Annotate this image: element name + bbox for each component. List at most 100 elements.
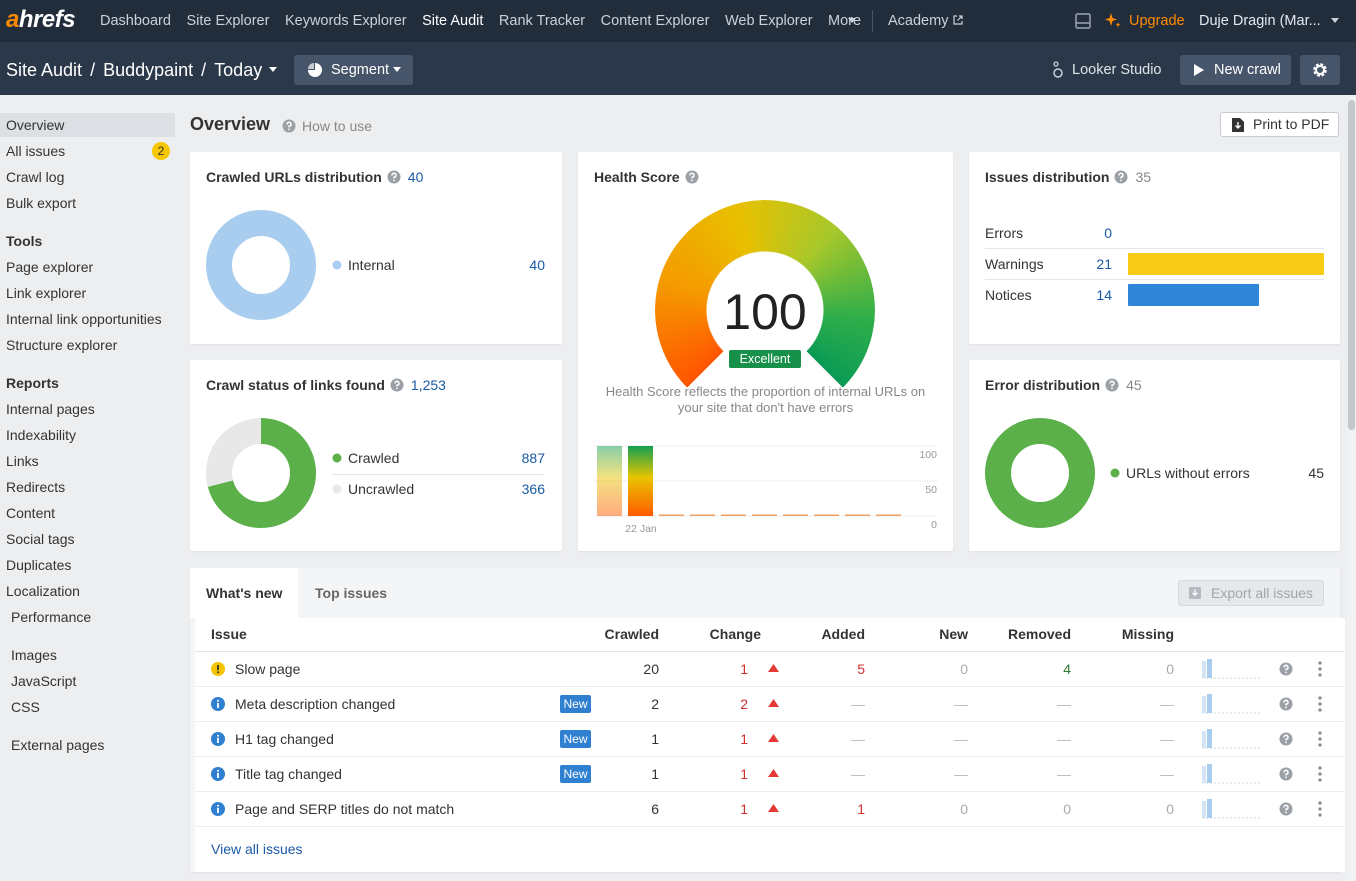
row-menu: [1318, 696, 1322, 712]
tab[interactable]: What's new: [206, 585, 283, 601]
sidebar-item[interactable]: Indexability: [6, 427, 77, 443]
issue-type[interactable]: Notices: [985, 287, 1032, 303]
sidebar-item[interactable]: Content: [6, 505, 56, 521]
nav-item[interactable]: Site Audit: [422, 13, 484, 29]
sidebar-item[interactable]: CSS: [11, 699, 40, 715]
nav-item[interactable]: Rank Tracker: [498, 13, 586, 29]
issue-cell: —: [1160, 696, 1174, 712]
sidebar-item[interactable]: Images: [11, 647, 57, 663]
health-badge: Excellent: [729, 350, 801, 368]
nav-upgrade[interactable]: Upgrade: [1129, 13, 1185, 29]
column-header: New: [939, 626, 968, 642]
nav-item[interactable]: Site Explorer: [186, 13, 270, 29]
card-title: Error distribution: [985, 377, 1101, 393]
warning-icon: [211, 662, 225, 676]
breadcrumb[interactable]: Site Audit: [6, 59, 83, 80]
scrollbar-track: [1347, 95, 1356, 881]
menu-dot: [1318, 731, 1322, 735]
looker-dot: [1053, 61, 1059, 67]
breadcrumb[interactable]: Buddypaint: [103, 59, 194, 80]
breadcrumb[interactable]: Today: [214, 59, 263, 80]
nav-item[interactable]: More: [828, 13, 862, 29]
issue-name[interactable]: Title tag changed: [235, 766, 342, 782]
card-total[interactable]: 45: [1126, 377, 1142, 393]
sidebar-item[interactable]: Links: [6, 453, 39, 469]
sidebar-item[interactable]: Social tags: [6, 531, 75, 547]
issue-name[interactable]: H1 tag changed: [235, 731, 334, 747]
sparkline-bar: [1202, 766, 1206, 783]
sidebar-item[interactable]: Link explorer: [6, 285, 87, 301]
sparkline-bar: [1202, 801, 1206, 818]
issue-cell: 1: [740, 731, 748, 747]
sidebar-item[interactable]: JavaScript: [11, 673, 77, 689]
sidebar-item[interactable]: Overview: [6, 117, 65, 133]
card-total[interactable]: 1,253: [410, 377, 446, 393]
print-label[interactable]: Print to PDF: [1253, 116, 1330, 132]
legend-swatch: [332, 453, 342, 463]
issue-cell: —: [1057, 731, 1071, 747]
new-crawl-label[interactable]: New crawl: [1214, 62, 1281, 78]
issue-cell: —: [954, 696, 968, 712]
issue-type[interactable]: Warnings: [985, 256, 1044, 272]
help-glyph: [1109, 380, 1115, 387]
sidebar-heading: Reports: [6, 375, 59, 391]
help-glyph: [391, 172, 397, 179]
donut-chart: [985, 418, 1095, 528]
segment-label[interactable]: Segment: [331, 62, 390, 78]
menu-dot: [1318, 766, 1322, 770]
help-glyph: [1118, 172, 1125, 179]
sidebar-item[interactable]: Crawl log: [6, 169, 65, 185]
donut-segment: [985, 418, 1095, 528]
sparkline-bar: [1207, 729, 1212, 748]
issue-type[interactable]: Errors: [985, 225, 1024, 241]
top-nav: [0, 0, 1356, 42]
looker-studio[interactable]: Looker Studio: [1072, 62, 1162, 78]
play-icon: [1194, 64, 1204, 76]
help-icon: [1114, 170, 1128, 184]
info-dot: [217, 769, 219, 772]
sidebar-item[interactable]: Page explorer: [6, 259, 94, 275]
issue-name[interactable]: Slow page: [235, 661, 301, 677]
tab[interactable]: Top issues: [315, 585, 388, 601]
nav-item[interactable]: Content Explorer: [600, 13, 710, 29]
nav-item[interactable]: Web Explorer: [724, 13, 813, 29]
menu-dot: [1318, 807, 1322, 811]
sidebar-item[interactable]: Structure explorer: [6, 337, 118, 353]
sidebar-item[interactable]: Duplicates: [6, 557, 72, 573]
issue-cell: 20: [643, 661, 659, 677]
help-glyph: [1283, 734, 1289, 741]
sidebar-item[interactable]: Performance: [11, 609, 92, 625]
export-label[interactable]: Export all issues: [1211, 585, 1313, 601]
issue-cell: 0: [1166, 801, 1174, 817]
help-icon: [1279, 802, 1293, 816]
sidebar-item[interactable]: Redirects: [6, 479, 66, 495]
issue-cell: 1: [740, 801, 748, 817]
issue-name[interactable]: Meta description changed: [235, 696, 396, 712]
export-button[interactable]: [1178, 580, 1324, 606]
up-triangle: [768, 664, 779, 672]
issue-name[interactable]: Page and SERP titles do not match: [235, 801, 455, 817]
view-all-issues[interactable]: View all issues: [211, 841, 303, 857]
sidebar-item[interactable]: Internal pages: [6, 401, 95, 417]
how-to-use[interactable]: How to use: [302, 118, 373, 134]
legend-dot: [332, 453, 342, 463]
sidebar-item[interactable]: All issues: [6, 143, 66, 159]
menu-dot: [1318, 801, 1322, 805]
logo[interactable]: ahrefs: [6, 6, 76, 33]
nav-divider: [872, 10, 873, 32]
nav-item[interactable]: Dashboard: [100, 13, 171, 29]
issue-cell: 1: [740, 766, 748, 782]
sidebar-item[interactable]: Localization: [6, 583, 80, 599]
nav-academy[interactable]: Academy: [888, 13, 949, 29]
sidebar-item[interactable]: Internal link opportunities: [6, 311, 162, 327]
nav-item[interactable]: Keywords Explorer: [284, 13, 407, 29]
sidebar-item[interactable]: External pages: [11, 737, 105, 753]
card-total[interactable]: 40: [407, 169, 424, 185]
caret: [1331, 18, 1339, 23]
sidebar-item[interactable]: Bulk export: [6, 195, 77, 211]
nav-user[interactable]: Duje Dragin (Mar...: [1199, 13, 1321, 29]
caret: [393, 67, 401, 72]
settings-button[interactable]: [1300, 55, 1340, 85]
card-total[interactable]: 35: [1135, 169, 1152, 185]
caret-icon: [1331, 18, 1339, 23]
